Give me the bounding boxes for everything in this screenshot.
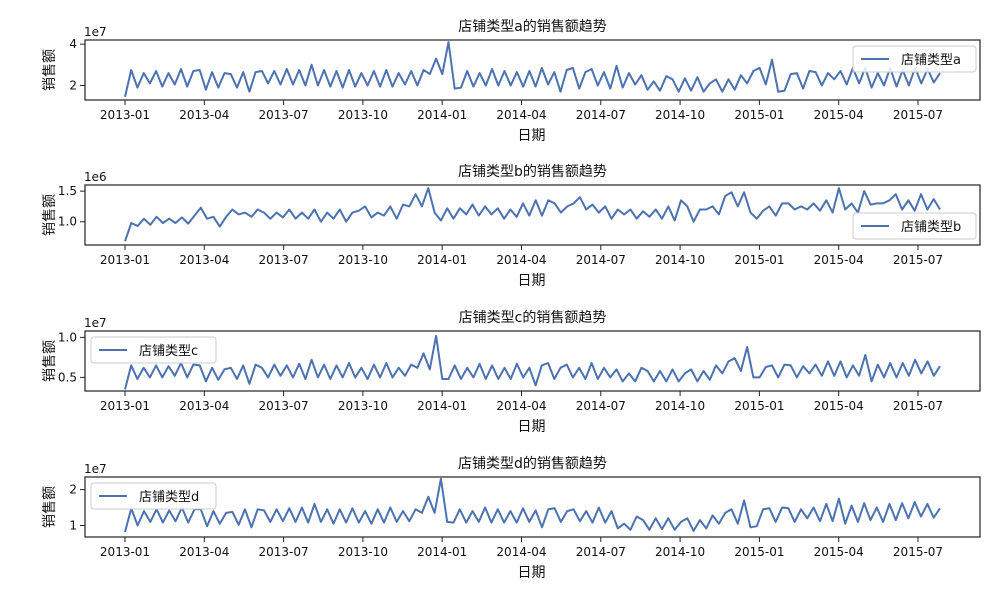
- panel-4-x-tick-label: 2015-01: [734, 545, 784, 559]
- panel-1-x-tick-label: 2013-04: [179, 108, 229, 122]
- panel-2-y-offset-label: 1e6: [84, 170, 107, 184]
- panel-1-title: 店铺类型a的销售额趋势: [458, 19, 607, 35]
- panel-4-y-axis-label: 销售额: [42, 486, 58, 528]
- panel-1-y-axis-label: 销售额: [42, 49, 58, 91]
- panel-2-x-tick-label: 2015-01: [734, 253, 784, 267]
- panel-2-x-axis-label: 日期: [518, 273, 546, 289]
- panel-3-x-tick-label: 2014-07: [576, 399, 626, 413]
- panel-3-x-tick-label: 2013-04: [179, 399, 229, 413]
- panel-3-x-tick-label: 2015-07: [893, 399, 943, 413]
- panel-2-title: 店铺类型b的销售额趋势: [458, 164, 607, 180]
- panel-2-y-tick-label: 1.5: [58, 184, 77, 198]
- panel-4-x-tick-label: 2014-04: [496, 545, 546, 559]
- panel-4-x-axis-label: 日期: [518, 565, 546, 581]
- panel-2-x-tick-label: 2013-04: [179, 253, 229, 267]
- panel-2-series-line: [124, 187, 941, 242]
- panel-4-x-tick-label: 2015-07: [893, 545, 943, 559]
- panel-2-axes-frame: [84, 184, 981, 246]
- panel-2-x-tick-label: 2013-10: [338, 253, 388, 267]
- panel-4-legend-label: 店铺类型d: [139, 490, 199, 505]
- panel-1-x-tick-label: 2015-04: [814, 108, 864, 122]
- panel-2-x-tick-label: 2013-07: [259, 253, 309, 267]
- panel-4-x-tick-label: 2013-01: [100, 545, 150, 559]
- panel-4-x-tick-label: 2014-07: [576, 545, 626, 559]
- panel-4-title: 店铺类型d的销售额趋势: [458, 456, 607, 472]
- panel-2-x-tick-label: 2014-10: [655, 253, 705, 267]
- panel-3-x-axis-label: 日期: [518, 419, 546, 435]
- panel-2-x-tick-label: 2014-07: [576, 253, 626, 267]
- panel-4-y-tick-label: 2: [69, 483, 77, 497]
- panel-2-legend-label: 店铺类型b: [901, 220, 961, 235]
- panel-1-legend-box: [852, 45, 977, 73]
- panel-1-x-tick-label: 2015-07: [893, 108, 943, 122]
- panel-1-series-line: [124, 41, 941, 98]
- panel-2-y-tick-label: 1.0: [58, 215, 77, 229]
- panel-1-y-offset-label: 1e7: [84, 25, 107, 39]
- panel-4-x-tick-label: 2015-04: [814, 545, 864, 559]
- panel-4-y-tick-label: 1: [69, 519, 77, 533]
- panel-1-y-tick-label: 2: [69, 79, 77, 93]
- panel-1-x-tick-label: 2014-07: [576, 108, 626, 122]
- panel-1-y-tick-label: 4: [69, 37, 77, 51]
- panel-4-x-tick-label: 2014-10: [655, 545, 705, 559]
- panel-3-axes-frame: [84, 330, 981, 392]
- panel-4-series-line: [124, 477, 941, 533]
- panel-3-x-tick-label: 2013-01: [100, 399, 150, 413]
- panel-3-x-tick-label: 2014-04: [496, 399, 546, 413]
- panel-3-legend-box: [90, 336, 217, 364]
- panel-3-x-tick-label: 2014-10: [655, 399, 705, 413]
- panel-4-axes-frame: [84, 476, 981, 538]
- panel-1-x-axis-label: 日期: [518, 128, 546, 144]
- panel-2-y-axis-label: 销售额: [42, 194, 58, 236]
- panel-2-x-tick-label: 2015-07: [893, 253, 943, 267]
- panel-1-x-tick-label: 2014-04: [496, 108, 546, 122]
- panel-1-x-tick-label: 2014-10: [655, 108, 705, 122]
- panel-4-y-offset-label: 1e7: [84, 462, 107, 476]
- panel-1-x-tick-label: 2013-10: [338, 108, 388, 122]
- panel-1-x-tick-label: 2014-01: [417, 108, 467, 122]
- panel-3-x-tick-label: 2015-01: [734, 399, 784, 413]
- panel-4-x-tick-label: 2013-04: [179, 545, 229, 559]
- panel-2-x-tick-label: 2013-01: [100, 253, 150, 267]
- panel-3-y-tick-label: 0.5: [58, 370, 77, 384]
- panel-3-x-tick-label: 2015-04: [814, 399, 864, 413]
- panel-3-y-offset-label: 1e7: [84, 316, 107, 330]
- panel-1-x-tick-label: 2013-01: [100, 108, 150, 122]
- panel-3-y-axis-label: 销售额: [42, 340, 58, 382]
- panel-1-x-tick-label: 2013-07: [259, 108, 309, 122]
- panel-3-legend-label: 店铺类型c: [139, 344, 198, 359]
- panel-4-legend-box: [90, 482, 217, 510]
- panel-2-x-tick-label: 2014-01: [417, 253, 467, 267]
- panel-3-x-tick-label: 2013-10: [338, 399, 388, 413]
- panel-2-x-tick-label: 2015-04: [814, 253, 864, 267]
- panel-3-y-tick-label: 1.0: [58, 330, 77, 344]
- panel-3-title: 店铺类型c的销售额趋势: [459, 310, 607, 326]
- panel-3-x-tick-label: 2013-07: [259, 399, 309, 413]
- panel-2-x-tick-label: 2014-04: [496, 253, 546, 267]
- panel-2-legend-box: [852, 212, 977, 240]
- panel-4-x-tick-label: 2014-01: [417, 545, 467, 559]
- panel-1-axes-frame: [84, 39, 981, 101]
- panel-4-x-tick-label: 2013-07: [259, 545, 309, 559]
- panel-3-series-line: [124, 334, 941, 390]
- panel-4-x-tick-label: 2013-10: [338, 545, 388, 559]
- panel-1-legend-label: 店铺类型a: [901, 53, 961, 68]
- panel-3-x-tick-label: 2014-01: [417, 399, 467, 413]
- panel-1-x-tick-label: 2015-01: [734, 108, 784, 122]
